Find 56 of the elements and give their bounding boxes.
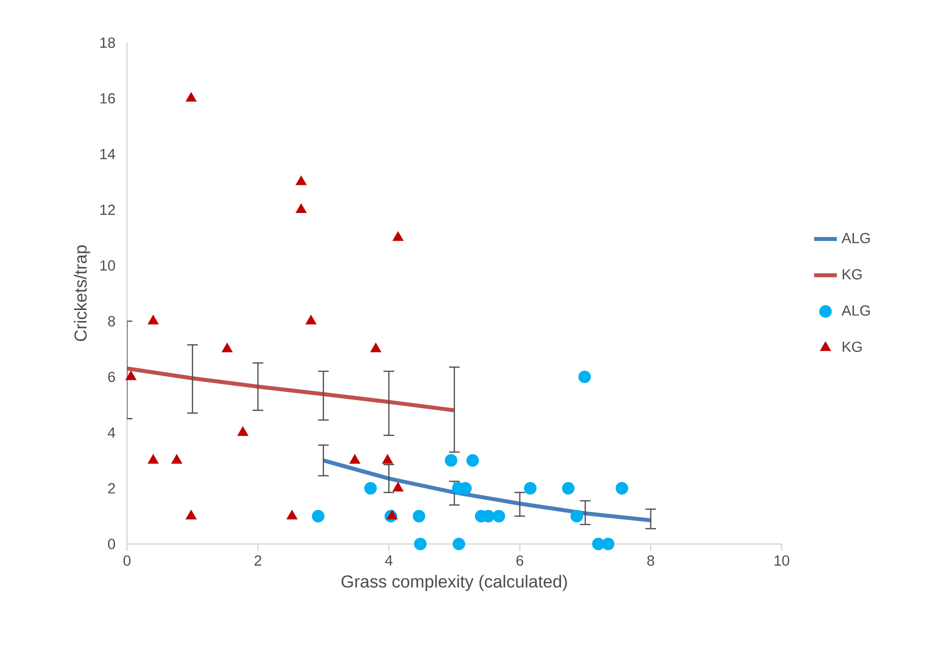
- y-tick-label: 0: [108, 538, 116, 550]
- point: [296, 176, 307, 186]
- point: [148, 314, 159, 324]
- point: [312, 510, 324, 522]
- point: [492, 510, 506, 522]
- point: [616, 482, 628, 495]
- y-tick-label: 14: [100, 149, 116, 160]
- line-series: [321, 458, 653, 522]
- point: [370, 342, 382, 352]
- point: [444, 454, 458, 467]
- point: [237, 426, 248, 436]
- x-axis-title: Grass complexity (calculated): [342, 574, 567, 592]
- x-tick-label: 4: [385, 555, 393, 566]
- y-tick-label: 10: [100, 260, 116, 271]
- point: [382, 454, 394, 464]
- point: [386, 510, 398, 520]
- point: [296, 203, 307, 214]
- x-tick-label: 8: [647, 555, 654, 566]
- legend-label: KG: [842, 342, 862, 352]
- point: [578, 370, 591, 384]
- point: [186, 510, 197, 520]
- point: [412, 510, 426, 522]
- point: [602, 538, 614, 550]
- point: [222, 342, 233, 352]
- y-tick-label: 4: [108, 428, 116, 438]
- point: [349, 454, 360, 464]
- y-tick-label: 2: [108, 483, 115, 494]
- point: [125, 370, 136, 380]
- point: [392, 231, 404, 241]
- point: [286, 510, 298, 520]
- point: [466, 454, 479, 467]
- x-tick-label: 6: [516, 555, 524, 566]
- y-tick-label: 18: [100, 37, 115, 48]
- point: [392, 482, 404, 492]
- point: [562, 482, 575, 495]
- point: [414, 538, 427, 550]
- point: [186, 92, 197, 102]
- y-tick-label: 6: [108, 372, 115, 382]
- point: [570, 510, 584, 522]
- y-axis-title: Crickets/trap: [74, 245, 90, 342]
- y-tick-label: 12: [100, 204, 115, 215]
- point: [171, 454, 182, 464]
- line-series: [127, 366, 456, 412]
- x-tick-label: 0: [123, 555, 130, 566]
- point: [524, 482, 537, 495]
- point: [306, 314, 316, 324]
- legend-label: KG: [842, 269, 862, 280]
- legend-label: ALG: [842, 232, 870, 244]
- y-tick-label: 8: [108, 316, 115, 326]
- legend-label: ALG: [842, 305, 870, 316]
- point: [364, 482, 377, 495]
- x-tick-label: 10: [774, 555, 790, 566]
- point: [452, 538, 466, 550]
- x-tick-label: 2: [254, 555, 262, 566]
- point: [148, 454, 159, 464]
- y-tick-label: 16: [100, 93, 115, 104]
